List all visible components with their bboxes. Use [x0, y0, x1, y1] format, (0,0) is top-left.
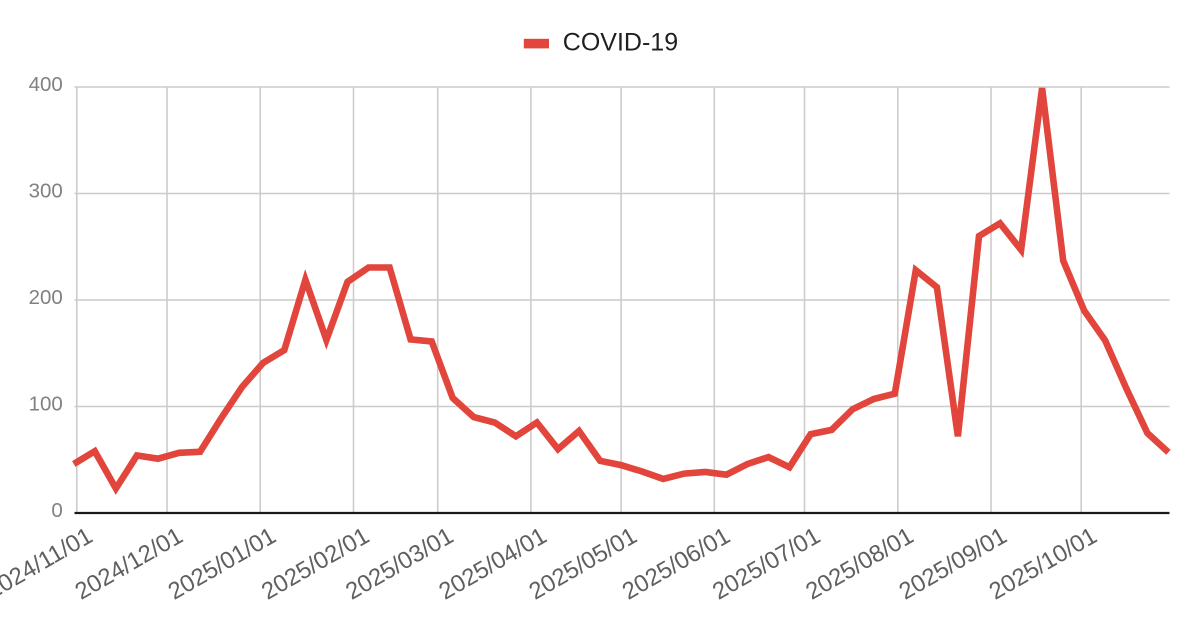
svg-text:0: 0: [51, 499, 62, 522]
svg-text:100: 100: [29, 393, 63, 416]
svg-text:COVID-19: COVID-19: [563, 29, 678, 57]
svg-text:300: 300: [29, 180, 63, 203]
svg-text:400: 400: [29, 73, 63, 96]
svg-text:200: 200: [29, 286, 63, 309]
